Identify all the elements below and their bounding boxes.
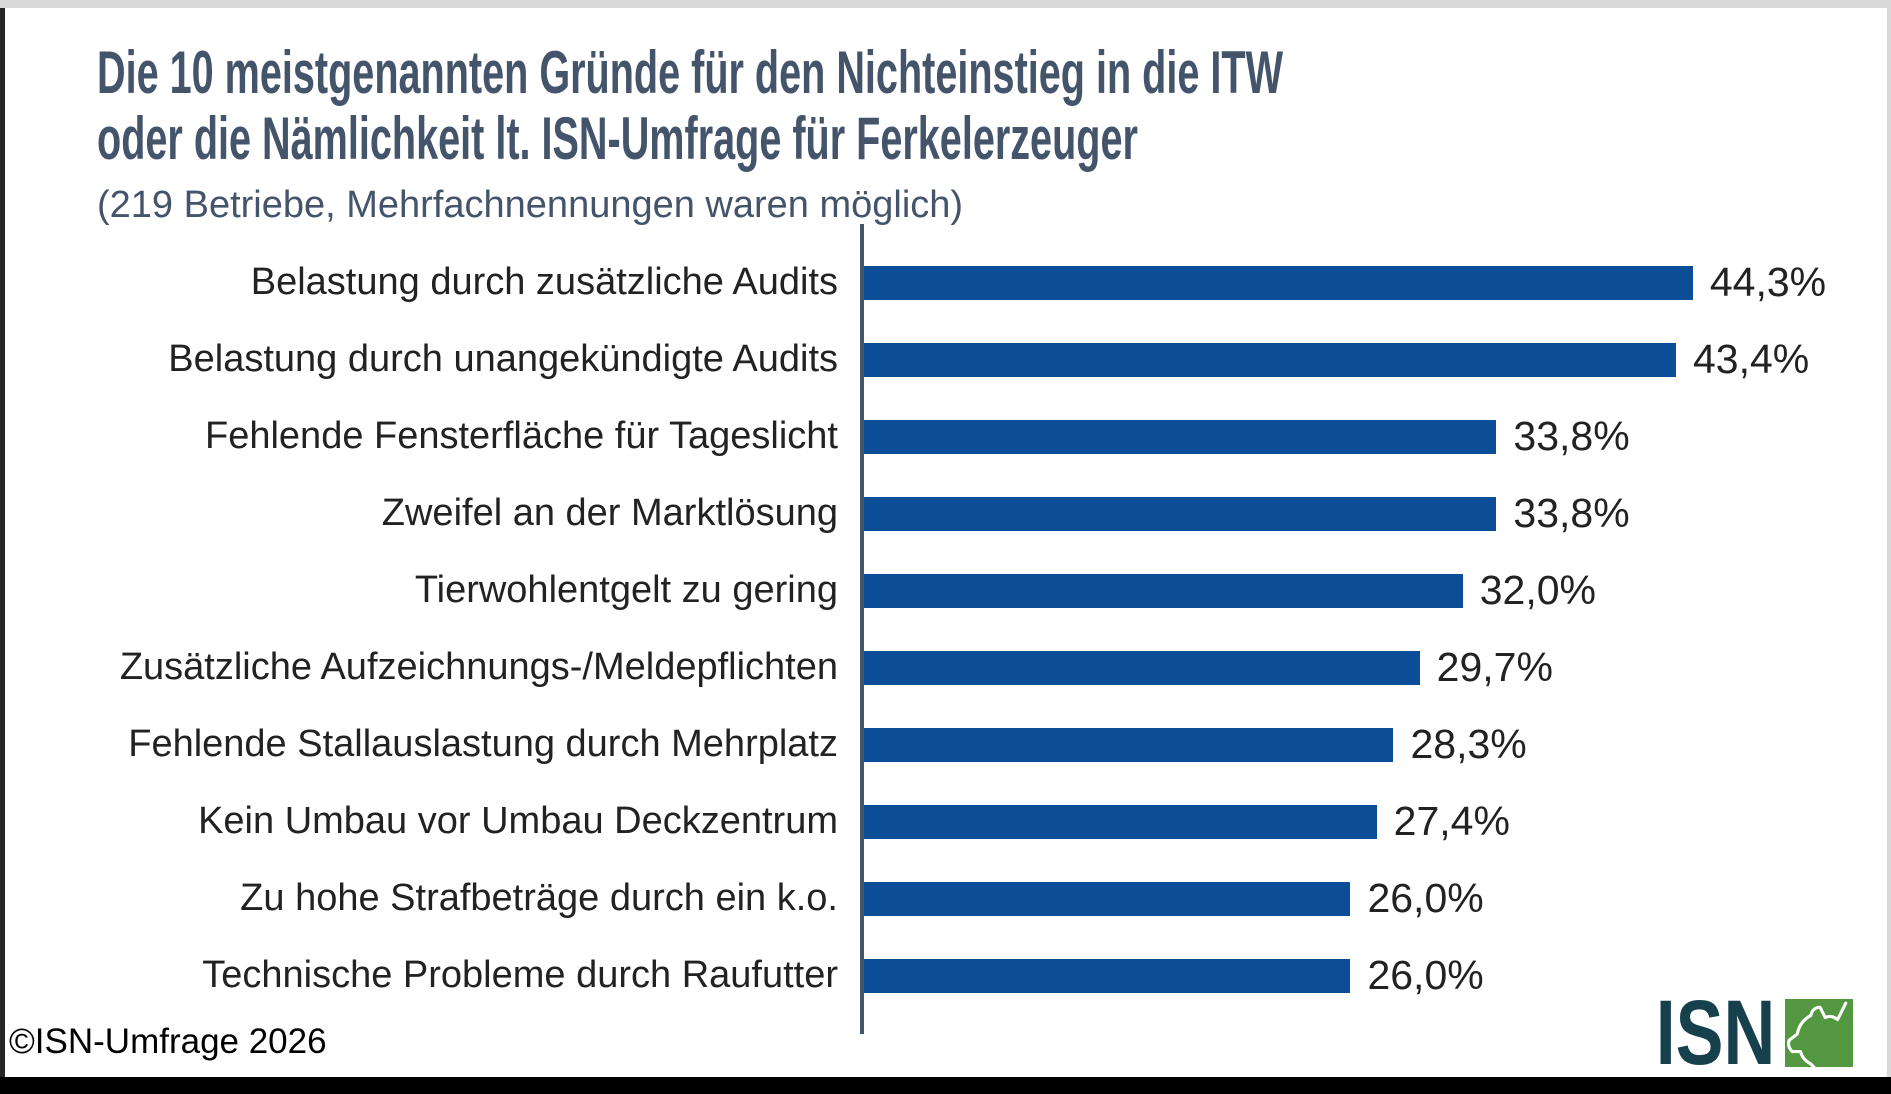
bar-cell: 26,0% (860, 952, 1877, 999)
chart-row: Zusätzliche Aufzeichnungs-/Meldepflichte… (0, 629, 1877, 706)
frame-right-strip (1887, 8, 1891, 1077)
page-subtitle: (219 Betriebe, Mehrfachnennungen waren m… (97, 184, 964, 226)
pig-head-icon (1785, 999, 1853, 1067)
bar-cell: 26,0% (860, 875, 1877, 922)
bar (864, 573, 1463, 608)
chart-row: Belastung durch unangekündigte Audits 43… (0, 321, 1877, 398)
bar (864, 958, 1351, 993)
bar-cell: 29,7% (860, 644, 1877, 691)
bar-chart: Belastung durch zusätzliche Audits 44,3%… (0, 224, 1877, 1034)
category-label: Fehlende Stallauslastung durch Mehrplatz (128, 723, 838, 765)
chart-row: Zweifel an der Marktlösung 33,8% (0, 475, 1877, 552)
bar-cell: 43,4% (860, 336, 1877, 383)
category-label: Zu hohe Strafbeträge durch ein k.o. (240, 877, 838, 919)
isn-logo: ISN (1622, 982, 1853, 1084)
bar-cell: 28,3% (860, 721, 1877, 768)
value-label: 26,0% (1367, 952, 1484, 998)
bar (864, 804, 1377, 839)
value-label: 43,4% (1693, 336, 1810, 382)
bar (864, 881, 1351, 916)
bar-cell: 32,0% (860, 567, 1877, 614)
page-title-line1: Die 10 meistgenannten Gründe für den Nic… (97, 39, 1283, 106)
value-label: 26,0% (1367, 875, 1484, 921)
frame-top-strip (0, 0, 1891, 8)
value-label: 28,3% (1410, 721, 1527, 767)
category-label: Belastung durch unangekündigte Audits (168, 338, 838, 380)
chart-rows: Belastung durch zusätzliche Audits 44,3%… (0, 244, 1877, 1014)
bar-cell: 44,3% (860, 259, 1877, 306)
y-axis-line (860, 224, 864, 1034)
copyright-text: ©ISN-Umfrage 2026 (9, 1022, 327, 1061)
bar (864, 727, 1394, 762)
category-label: Zweifel an der Marktlösung (381, 492, 838, 534)
chart-row: Belastung durch zusätzliche Audits 44,3% (0, 244, 1877, 321)
bar (864, 419, 1497, 454)
chart-row: Technische Probleme durch Raufutter 26,0… (0, 937, 1877, 1014)
chart-row: Fehlende Fensterfläche für Tageslicht 33… (0, 398, 1877, 475)
value-label: 27,4% (1393, 798, 1510, 844)
chart-row: Fehlende Stallauslastung durch Mehrplatz… (0, 706, 1877, 783)
value-label: 44,3% (1709, 259, 1827, 305)
chart-row: Kein Umbau vor Umbau Deckzentrum 27,4% (0, 783, 1877, 860)
category-label: Zusätzliche Aufzeichnungs-/Meldepflichte… (119, 646, 838, 688)
bar-cell: 33,8% (860, 490, 1877, 537)
value-label: 33,8% (1513, 490, 1630, 536)
value-label: 33,8% (1513, 413, 1630, 459)
value-label: 29,7% (1436, 644, 1553, 690)
value-label: 32,0% (1479, 567, 1596, 613)
bar-cell: 33,8% (860, 413, 1877, 460)
page-title-line2: oder die Nämlichkeit lt. ISN-Umfrage für… (97, 105, 1138, 172)
bar-cell: 27,4% (860, 798, 1877, 845)
bar (864, 650, 1420, 685)
category-label: Tierwohlentgelt zu gering (414, 569, 838, 611)
category-label: Technische Probleme durch Raufutter (202, 954, 838, 996)
bar (864, 265, 1693, 300)
category-label: Fehlende Fensterfläche für Tageslicht (205, 415, 838, 457)
bar (864, 342, 1676, 377)
category-label: Belastung durch zusätzliche Audits (250, 261, 838, 303)
bar (864, 496, 1497, 531)
chart-row: Zu hohe Strafbeträge durch ein k.o. 26,0… (0, 860, 1877, 937)
chart-header: Die 10 meistgenannten Gründe für den Nic… (97, 40, 1891, 227)
frame-bottom-strip (0, 1077, 1891, 1094)
isn-logo-text: ISN (1655, 982, 1775, 1084)
chart-row: Tierwohlentgelt zu gering 32,0% (0, 552, 1877, 629)
category-label: Kein Umbau vor Umbau Deckzentrum (198, 800, 838, 842)
frame-left-strip (0, 8, 5, 1077)
